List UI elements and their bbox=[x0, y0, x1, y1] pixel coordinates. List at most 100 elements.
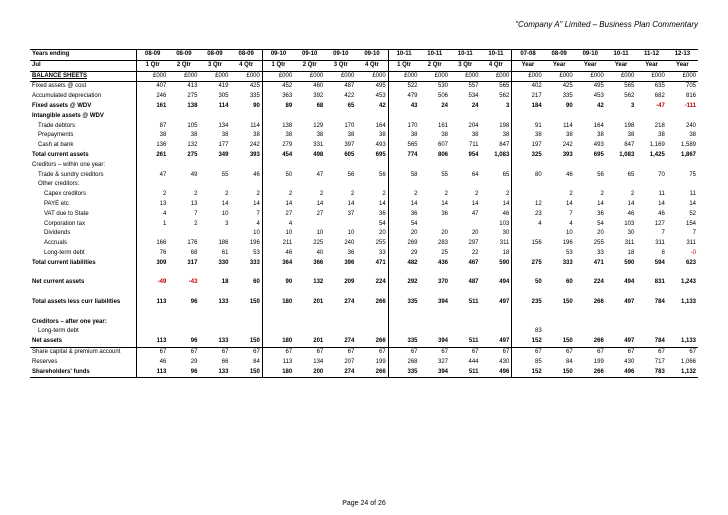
data-cell: 90 bbox=[544, 102, 575, 112]
data-cell bbox=[420, 220, 451, 230]
data-cell: 30 bbox=[481, 229, 512, 239]
data-cell bbox=[137, 112, 169, 122]
data-cell bbox=[481, 318, 512, 328]
data-cell: 1,243 bbox=[667, 278, 698, 288]
data-cell: 133 bbox=[199, 298, 230, 308]
data-cell: 283 bbox=[420, 239, 451, 249]
data-cell bbox=[168, 180, 199, 190]
data-cell bbox=[388, 161, 419, 171]
data-cell: 14 bbox=[230, 200, 262, 210]
data-cell: 497 bbox=[481, 337, 512, 347]
data-cell: 275 bbox=[512, 259, 544, 269]
data-cell: 211 bbox=[262, 239, 294, 249]
data-cell bbox=[199, 327, 230, 337]
data-cell: 497 bbox=[606, 337, 637, 347]
data-cell: 20 bbox=[420, 229, 451, 239]
data-cell: 1 bbox=[137, 220, 169, 230]
data-cell: 335 bbox=[388, 337, 419, 347]
data-cell: 494 bbox=[481, 278, 512, 288]
data-cell: 495 bbox=[575, 82, 606, 92]
data-cell bbox=[325, 220, 356, 230]
data-cell: 3 bbox=[199, 220, 230, 230]
data-cell: 2 bbox=[544, 190, 575, 200]
period-col: 08-09 bbox=[544, 50, 575, 61]
data-cell: 46 bbox=[636, 210, 667, 220]
data-cell: 197 bbox=[512, 141, 544, 151]
data-cell: 349 bbox=[199, 151, 230, 161]
data-cell: 46 bbox=[137, 358, 169, 368]
data-cell: 225 bbox=[294, 239, 325, 249]
data-cell: 2 bbox=[137, 190, 169, 200]
period-sub: Year bbox=[636, 60, 667, 71]
data-cell: 594 bbox=[636, 259, 667, 269]
data-cell: 84 bbox=[230, 358, 262, 368]
data-cell: 67 bbox=[606, 347, 637, 357]
data-cell: 218 bbox=[636, 122, 667, 132]
data-cell bbox=[325, 180, 356, 190]
data-cell: 436 bbox=[420, 259, 451, 269]
data-cell: 29 bbox=[168, 358, 199, 368]
data-cell: 471 bbox=[575, 259, 606, 269]
data-cell bbox=[294, 318, 325, 328]
data-cell: 114 bbox=[199, 102, 230, 112]
data-cell bbox=[606, 327, 637, 337]
unit-cell: £000 bbox=[388, 71, 419, 82]
data-cell: 1,589 bbox=[667, 141, 698, 151]
unit-cell: £000 bbox=[544, 71, 575, 82]
data-cell: 242 bbox=[230, 141, 262, 151]
data-cell: 87 bbox=[137, 122, 169, 132]
data-cell: 180 bbox=[262, 368, 294, 378]
data-cell: 52 bbox=[667, 210, 698, 220]
data-cell: -49 bbox=[137, 278, 169, 288]
data-cell: 246 bbox=[137, 92, 169, 102]
row-label: Other creditors: bbox=[30, 180, 137, 190]
data-cell bbox=[199, 318, 230, 328]
data-cell: 67 bbox=[667, 347, 698, 357]
data-cell: 14 bbox=[544, 200, 575, 210]
data-cell: 27 bbox=[294, 210, 325, 220]
data-cell: 393 bbox=[544, 151, 575, 161]
data-cell: 152 bbox=[512, 368, 544, 378]
data-cell: 266 bbox=[356, 368, 388, 378]
period-sub: 1 Qtr bbox=[262, 60, 294, 71]
unit-cell: £000 bbox=[168, 71, 199, 82]
data-cell: 2 bbox=[199, 190, 230, 200]
unit-cell: £000 bbox=[450, 71, 481, 82]
row-label: Total current assets bbox=[30, 151, 137, 161]
period-col: 09-10 bbox=[262, 50, 294, 61]
data-cell: 150 bbox=[544, 368, 575, 378]
data-cell: 38 bbox=[575, 131, 606, 141]
data-cell: 68 bbox=[168, 249, 199, 259]
data-cell bbox=[388, 112, 419, 122]
data-cell: 199 bbox=[575, 358, 606, 368]
data-cell bbox=[262, 161, 294, 171]
data-cell bbox=[137, 161, 169, 171]
data-cell: 90 bbox=[230, 102, 262, 112]
period-col: 08-09 bbox=[168, 50, 199, 61]
data-cell: 3 bbox=[606, 102, 637, 112]
data-cell: 201 bbox=[294, 298, 325, 308]
data-cell: -47 bbox=[636, 102, 667, 112]
data-cell: 46 bbox=[262, 249, 294, 259]
data-cell: 325 bbox=[512, 151, 544, 161]
unit-cell: £000 bbox=[481, 71, 512, 82]
data-cell: 68 bbox=[294, 102, 325, 112]
data-cell: 217 bbox=[512, 92, 544, 102]
data-cell bbox=[168, 327, 199, 337]
data-cell bbox=[168, 161, 199, 171]
data-cell: 156 bbox=[512, 239, 544, 249]
row-label: VAT due to State bbox=[30, 210, 137, 220]
data-cell: 201 bbox=[294, 337, 325, 347]
period-sub: 1 Qtr bbox=[388, 60, 419, 71]
data-cell: 207 bbox=[325, 358, 356, 368]
data-cell: 29 bbox=[388, 249, 419, 259]
data-cell: 67 bbox=[544, 347, 575, 357]
period-sub: 2 Qtr bbox=[420, 60, 451, 71]
data-cell: 311 bbox=[667, 239, 698, 249]
period-col: 08-09 bbox=[230, 50, 262, 61]
data-cell: 42 bbox=[356, 102, 388, 112]
row-label: Cash at bank bbox=[30, 141, 137, 151]
data-cell bbox=[450, 318, 481, 328]
data-cell: 14 bbox=[325, 200, 356, 210]
data-cell: 495 bbox=[356, 82, 388, 92]
